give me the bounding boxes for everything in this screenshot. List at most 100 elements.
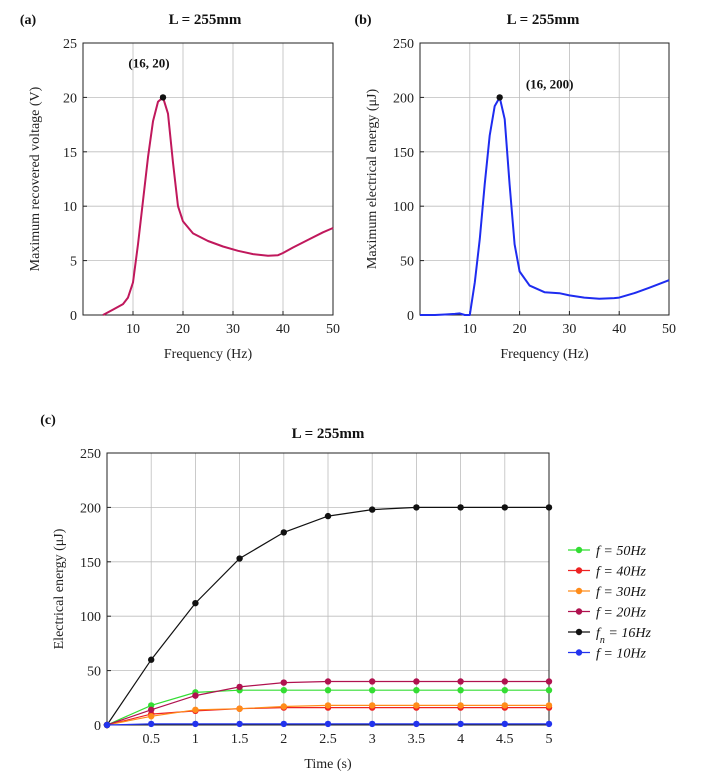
x-tick-label: 3 bbox=[369, 732, 376, 747]
annotation-label: (16, 20) bbox=[128, 55, 169, 70]
data-point bbox=[236, 683, 243, 691]
y-tick-label: 25 bbox=[63, 37, 77, 52]
data-point bbox=[192, 720, 199, 728]
data-point bbox=[545, 504, 553, 511]
y-tick-label: 0 bbox=[70, 309, 77, 324]
data-point bbox=[457, 702, 464, 709]
x-tick-label: 50 bbox=[326, 322, 340, 337]
x-tick-label: 50 bbox=[662, 322, 676, 337]
y-tick-label: 20 bbox=[63, 91, 77, 106]
data-point bbox=[324, 702, 332, 709]
chart-panel-2: 10 20 30 40 50 0 50 100 150 200 250 L = 255mm (b) Fre… bbox=[354, 12, 676, 362]
data-point bbox=[413, 678, 420, 685]
y-tick-label: 200 bbox=[80, 501, 101, 516]
data-point bbox=[457, 678, 464, 685]
x-tick-label: 30 bbox=[226, 322, 240, 337]
legend-label: f = 20Hz bbox=[596, 606, 646, 621]
y-tick-label: 15 bbox=[63, 146, 77, 161]
annotation-label: (16, 200) bbox=[526, 76, 574, 91]
legend-marker bbox=[575, 628, 583, 636]
chart-title: L = 255mm bbox=[507, 12, 580, 28]
y-tick-label: 0 bbox=[94, 719, 101, 734]
data-point bbox=[413, 702, 420, 709]
data-point bbox=[413, 720, 420, 728]
legend-marker bbox=[575, 649, 583, 656]
data-point bbox=[148, 706, 155, 713]
data-point bbox=[103, 721, 111, 729]
y-tick-label: 50 bbox=[87, 665, 101, 680]
legend: f = 50Hz f = 40Hz f = 30Hz f = 20Hz fn = 16H… bbox=[568, 544, 651, 662]
annotation-marker bbox=[496, 94, 503, 101]
data-point bbox=[324, 678, 332, 685]
data-point bbox=[501, 504, 508, 511]
data-point bbox=[280, 720, 287, 728]
chart-panel-1: 10 20 30 40 50 0 5 10 15 20 25 L = 255mm (a) Frequenc… bbox=[20, 12, 340, 362]
x-tick-label: 10 bbox=[463, 322, 477, 337]
data-point bbox=[501, 702, 508, 709]
y-axis-label: Electrical energy (μJ) bbox=[52, 528, 67, 649]
data-point bbox=[501, 720, 508, 728]
data-point bbox=[369, 720, 376, 728]
series-line-voltage bbox=[102, 96, 334, 316]
data-point bbox=[413, 686, 420, 694]
chart-title: L = 255mm bbox=[292, 426, 365, 442]
x-tick-label: 3.5 bbox=[408, 732, 426, 747]
x-tick-label: 20 bbox=[176, 322, 190, 337]
y-tick-label: 200 bbox=[393, 91, 414, 106]
data-point bbox=[148, 656, 155, 663]
annotation-marker bbox=[159, 94, 167, 101]
data-point bbox=[457, 504, 464, 511]
data-point bbox=[545, 702, 553, 709]
y-tick-label: 0 bbox=[407, 309, 414, 324]
legend-label: fn = 16Hz bbox=[596, 626, 651, 646]
x-axis-label: Frequency (Hz) bbox=[164, 347, 253, 362]
x-tick-label: 20 bbox=[513, 322, 527, 337]
data-point bbox=[457, 686, 464, 694]
data-point bbox=[501, 678, 508, 685]
legend-label: f = 30Hz bbox=[596, 585, 646, 600]
legend-label: f = 50Hz bbox=[596, 544, 646, 559]
data-point bbox=[324, 720, 332, 728]
series-line-energy bbox=[420, 96, 670, 316]
plot-frame bbox=[82, 42, 334, 316]
legend-marker bbox=[575, 608, 583, 615]
y-tick-label: 150 bbox=[80, 556, 101, 571]
data-point bbox=[369, 506, 376, 513]
panel-label: (a) bbox=[20, 13, 37, 28]
data-point bbox=[545, 686, 553, 694]
x-tick-label: 40 bbox=[612, 322, 626, 337]
x-tick-label: 2 bbox=[280, 732, 287, 747]
x-tick-label: 4 bbox=[457, 732, 464, 747]
x-tick-label: 4.5 bbox=[496, 732, 514, 747]
x-tick-label: 1 bbox=[192, 732, 199, 747]
panel-label: (c) bbox=[40, 413, 56, 428]
x-axis-label: Frequency (Hz) bbox=[500, 347, 589, 362]
data-point bbox=[324, 686, 332, 694]
data-point bbox=[413, 504, 420, 511]
data-point bbox=[369, 702, 376, 709]
data-point bbox=[545, 720, 553, 728]
x-axis-label: Time (s) bbox=[304, 757, 352, 772]
x-tick-label: 5 bbox=[546, 732, 553, 747]
data-point bbox=[236, 705, 243, 712]
data-point bbox=[148, 720, 155, 728]
y-tick-label: 100 bbox=[80, 610, 101, 625]
data-point bbox=[501, 686, 508, 694]
x-tick-label: 10 bbox=[126, 322, 140, 337]
data-point bbox=[192, 706, 199, 713]
y-tick-label: 50 bbox=[400, 255, 414, 270]
x-tick-label: 0.5 bbox=[142, 732, 160, 747]
y-axis-label: Maximum recovered voltage (V) bbox=[28, 86, 43, 271]
data-point bbox=[369, 678, 376, 685]
x-tick-label: 40 bbox=[276, 322, 290, 337]
data-point bbox=[457, 720, 464, 728]
y-tick-label: 250 bbox=[393, 37, 414, 52]
data-point bbox=[280, 529, 287, 536]
data-point bbox=[192, 599, 199, 607]
y-tick-label: 10 bbox=[63, 200, 77, 215]
y-tick-label: 5 bbox=[70, 255, 77, 270]
legend-marker bbox=[575, 587, 583, 595]
y-axis-label: Maximum electrical energy (μJ) bbox=[365, 89, 380, 270]
